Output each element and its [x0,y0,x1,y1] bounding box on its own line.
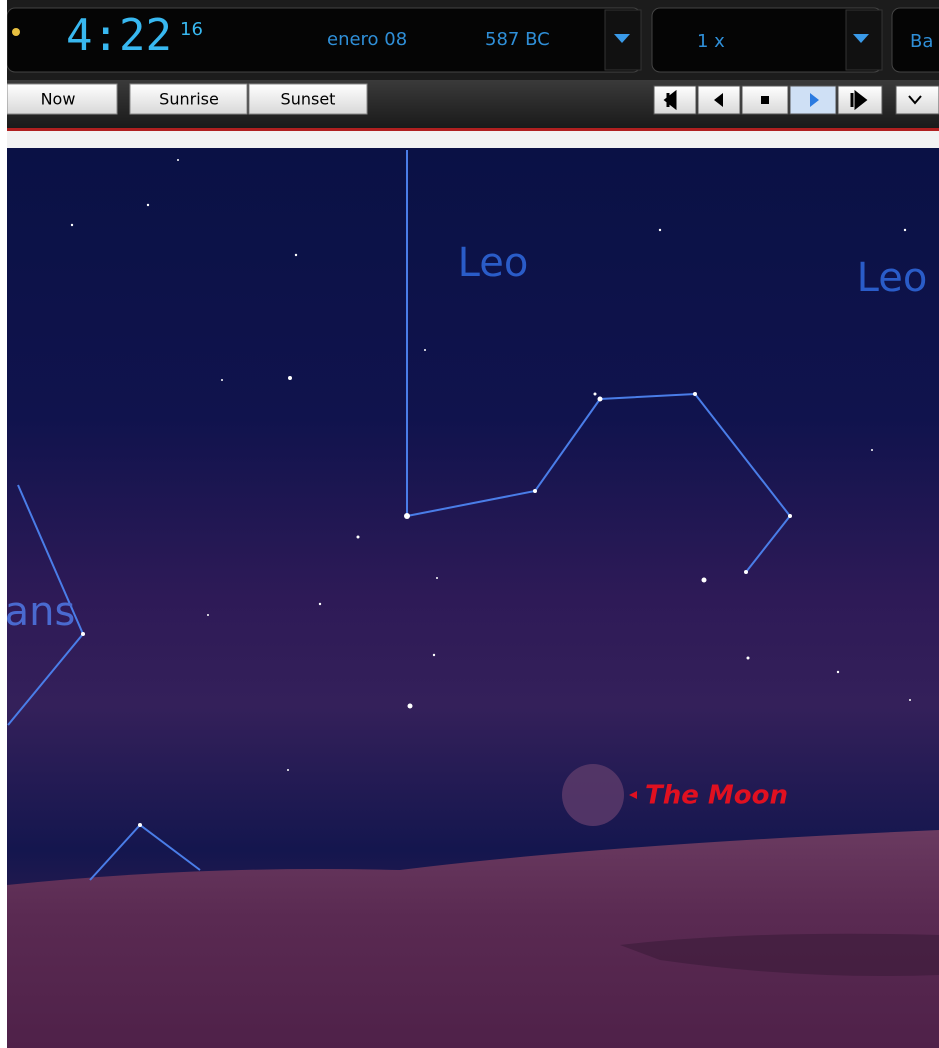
moon-label: The Moon [645,781,788,811]
divider [7,128,939,131]
speed: 1 x [697,31,725,52]
sun-icon [12,28,20,36]
sunrise-label: Sunrise [159,90,219,109]
window-edge [0,0,7,1048]
constellation-label: ans [5,589,76,635]
year: 587 BC [485,29,550,50]
divider [7,131,939,148]
icon [761,96,769,104]
seconds: 16 [180,19,203,40]
constellation-label: Leo [857,255,928,301]
moon[interactable] [562,764,624,826]
location: Ba [910,31,933,52]
constellation-label: Leo [458,240,529,286]
app: 4:22 16 enero 08 587 BC 1 x Ba Now Sunri… [0,0,939,1048]
date: enero 08 [327,29,407,50]
sunset-label: Sunset [281,90,336,109]
page: 4:22 16 enero 08 587 BC 1 x Ba Now Sunri… [0,0,939,1048]
icon [666,93,675,107]
speed-dropdown[interactable] [846,10,882,70]
time: 4:22 [66,10,172,61]
now-label: Now [41,90,76,109]
